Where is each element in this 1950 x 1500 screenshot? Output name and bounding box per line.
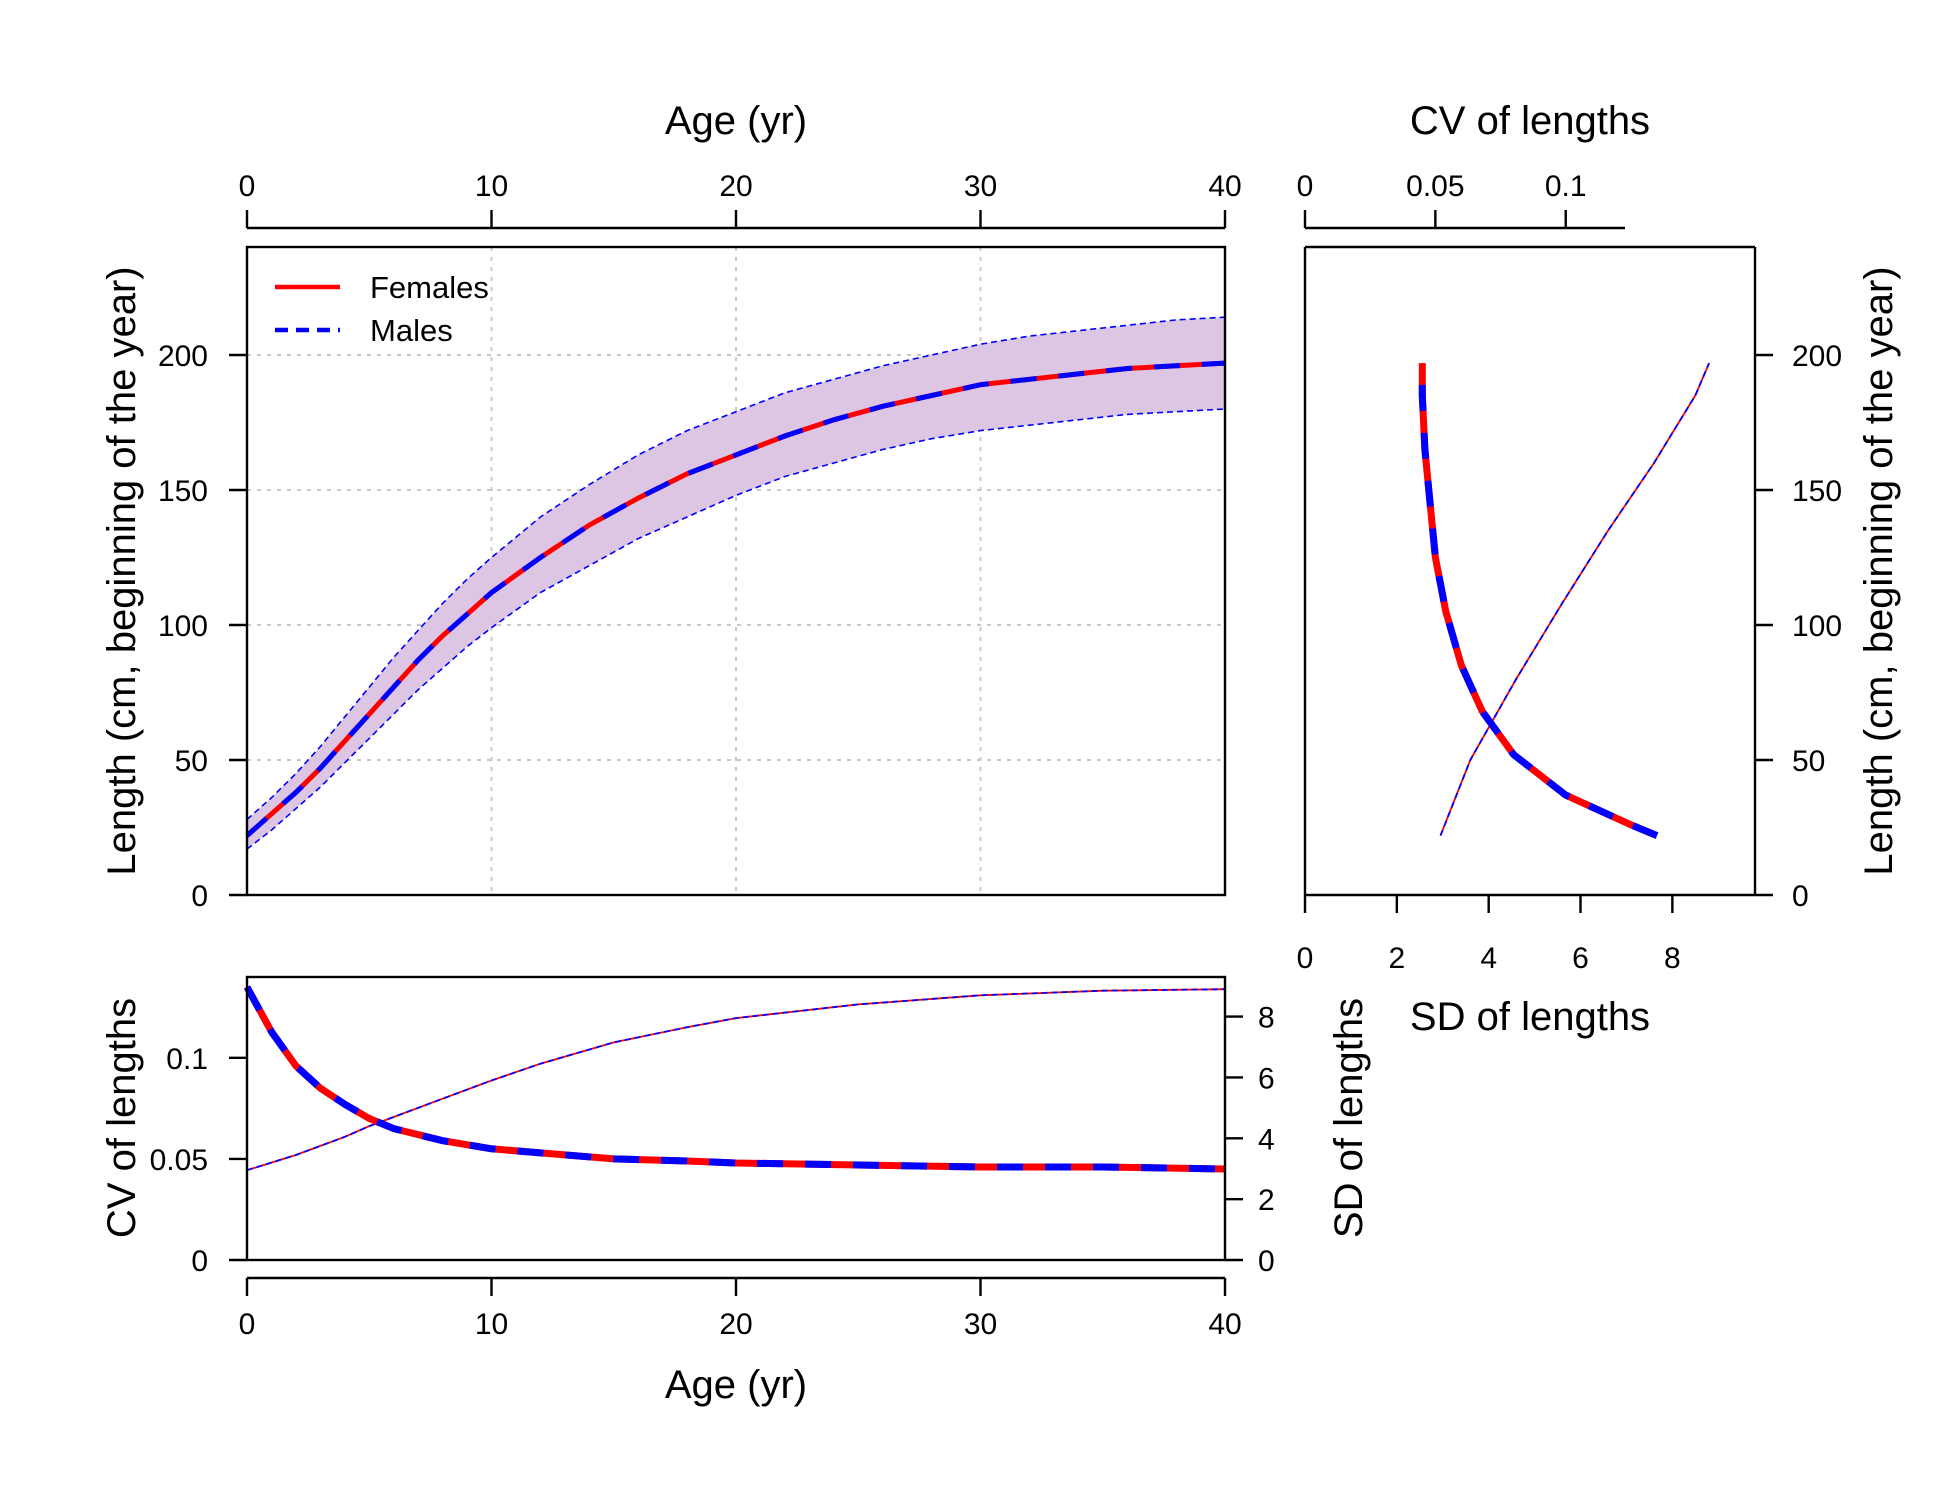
- right-y-axis: 0 50 100 150 200: [1755, 340, 1842, 913]
- y2-tick-label: 8: [1258, 1002, 1275, 1035]
- y2-tick-label: 2: [1258, 1184, 1275, 1217]
- x-tick-label: 10: [475, 1308, 508, 1341]
- left-y-axis: 0 0.05 0.1: [150, 1043, 247, 1278]
- x-tick-label: 10: [475, 170, 508, 203]
- cv-curve-males: [243, 985, 1226, 1173]
- left-y-axis: 0 50 100 150 200: [158, 340, 247, 913]
- x-tick-label: 20: [719, 1308, 752, 1341]
- y-tick-label: 50: [175, 745, 208, 778]
- y-tick-label: 100: [1792, 610, 1842, 643]
- y-axis-title: Length (cm, beginning of the year): [1857, 266, 1901, 875]
- y-tick-label: 200: [1792, 340, 1842, 373]
- x-tick-label: 0: [239, 1308, 256, 1341]
- band-upper-line: [246, 316, 1226, 820]
- y-tick-label: 50: [1792, 745, 1825, 778]
- cv-curve-males: [1418, 363, 1659, 839]
- top-x-axis: 0 10 20 30 40: [239, 170, 1242, 228]
- x-top-tick-label: 0: [1297, 170, 1314, 203]
- bottom-x-axis: 0 2 4 6 8: [1297, 895, 1681, 975]
- length-vs-variability-panel: 0 0.05 0.1 0 2 4 6 8 0 50 100 150 200 CV of length…: [1297, 99, 1901, 1039]
- y2-tick-label: 0: [1258, 1245, 1275, 1278]
- y-tick-label: 0.05: [150, 1144, 208, 1177]
- x-tick-label: 40: [1208, 170, 1241, 203]
- x-tick-label: 0: [239, 170, 256, 203]
- sd-curve-males: [246, 988, 1226, 1172]
- variability-at-age-panel: 0 10 20 30 40 0 0.05 0.1 0 2 4 6 8 Age (yr) CV of …: [100, 975, 1371, 1407]
- y-axis-title: CV of lengths: [100, 998, 144, 1238]
- y2-tick-label: 4: [1258, 1123, 1275, 1156]
- x-bottom-tick-label: 8: [1664, 942, 1681, 975]
- band-lower-line: [246, 408, 1226, 850]
- x-tick-label: 30: [964, 170, 997, 203]
- plot-frame: [245, 245, 1227, 897]
- x-top-tick-label: 0.05: [1406, 170, 1464, 203]
- right-y-axis: 0 2 4 6 8: [1225, 1002, 1275, 1278]
- top-axis-title: CV of lengths: [1410, 99, 1650, 143]
- top-x-axis: 0 0.05 0.1: [1297, 170, 1587, 228]
- plot-frame: [245, 975, 1227, 1262]
- y2-tick-label: 6: [1258, 1062, 1275, 1095]
- y-tick-label: 0.1: [166, 1043, 208, 1076]
- x-bottom-tick-label: 4: [1480, 942, 1497, 975]
- y-tick-label: 0: [191, 880, 208, 913]
- x-tick-label: 40: [1208, 1308, 1241, 1341]
- x-tick-label: 30: [964, 1308, 997, 1341]
- legend-label-females: Females: [370, 270, 489, 305]
- x-top-tick-label: 0.1: [1545, 170, 1587, 203]
- y-tick-label: 200: [158, 340, 208, 373]
- bottom-axis-title: SD of lengths: [1410, 995, 1650, 1039]
- y-tick-label: 0: [1792, 880, 1809, 913]
- x-axis-title: Age (yr): [665, 1363, 807, 1407]
- y-axis-title: Length (cm, beginning of the year): [100, 266, 144, 875]
- y-tick-label: 100: [158, 610, 208, 643]
- legend: Females Males: [275, 270, 489, 348]
- y-tick-label: 0: [191, 1245, 208, 1278]
- length-at-age-panel: 0 10 20 30 40 0 50 100 150 200 Age (yr) Length (…: [100, 99, 1242, 913]
- x-bottom-tick-label: 0: [1297, 942, 1314, 975]
- bottom-x-axis: 0 10 20 30 40: [239, 1278, 1242, 1341]
- sd-curve-males: [1439, 362, 1710, 836]
- x-bottom-tick-label: 2: [1388, 942, 1405, 975]
- x-tick-label: 20: [719, 170, 752, 203]
- y2-axis-title: SD of lengths: [1327, 998, 1371, 1238]
- y-tick-label: 150: [1792, 475, 1842, 508]
- y-tick-label: 150: [158, 475, 208, 508]
- x-bottom-tick-label: 6: [1572, 942, 1589, 975]
- males-series-line: [245, 360, 1226, 838]
- legend-label-males: Males: [370, 313, 453, 348]
- top-axis-title: Age (yr): [665, 99, 807, 143]
